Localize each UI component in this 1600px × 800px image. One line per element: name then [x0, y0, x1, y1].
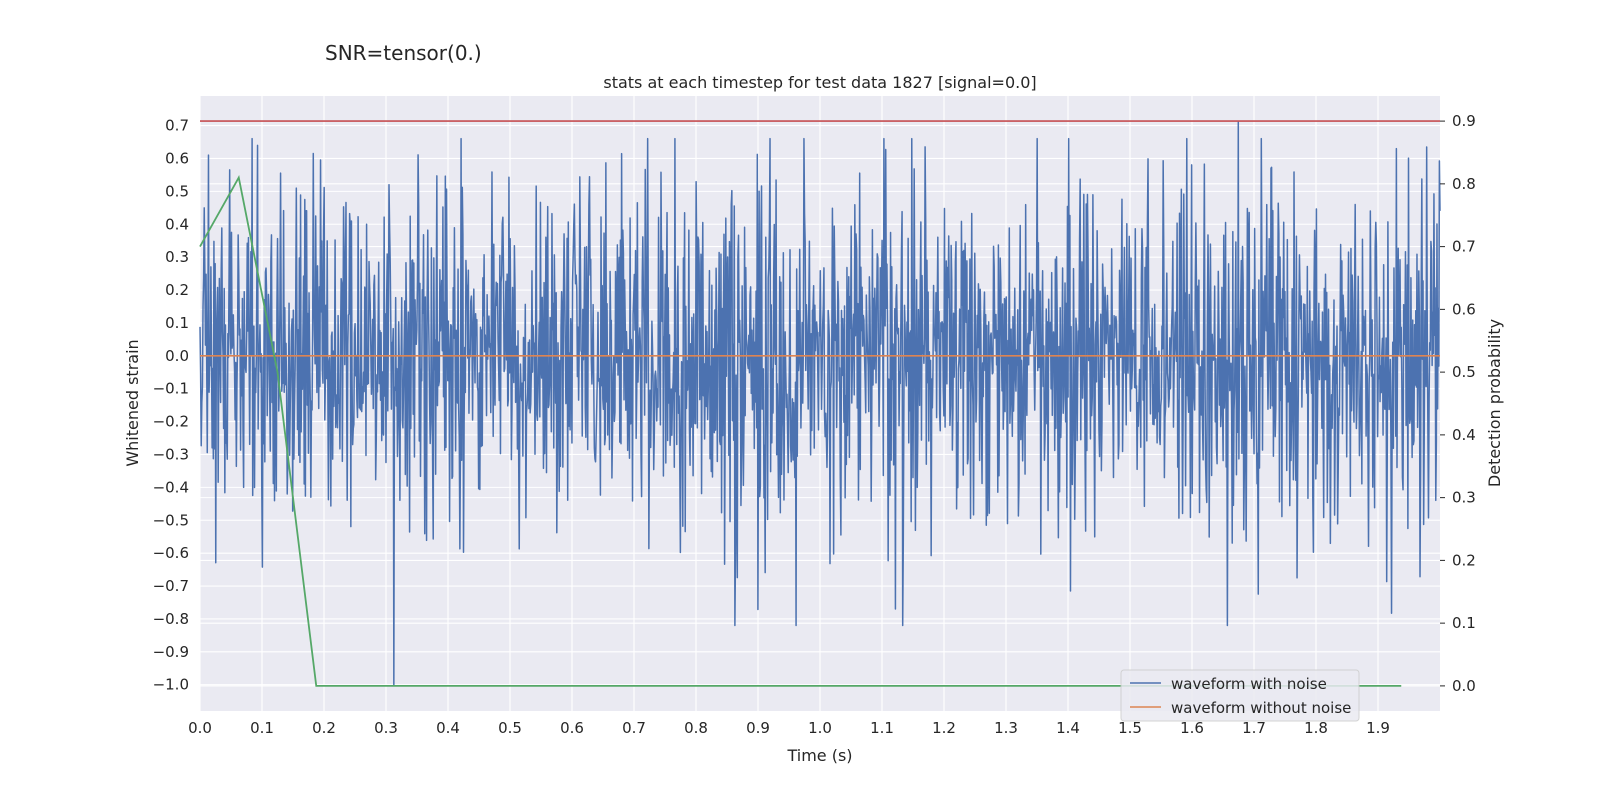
y-tick-label-right: 0.3: [1452, 489, 1476, 507]
y-tick-label-right: 0.7: [1452, 238, 1476, 256]
y-axis-right-ticks: 0.0 0.1 0.2 0.3 0.4 0.5 0.6 0.7 0.8 0.9: [1440, 112, 1476, 695]
series-waveform-with-noise: [199, 121, 1441, 686]
x-tick-label: 1.9: [1366, 719, 1390, 737]
legend-label-waveform-without-noise: waveform without noise: [1171, 699, 1351, 717]
y-tick-label-left: −0.6: [153, 544, 189, 562]
y-tick-label-right: 0.9: [1452, 112, 1476, 130]
y-tick-label-left: −1.0: [153, 676, 189, 694]
x-axis-ticks: 0.0 0.1 0.2 0.3 0.4 0.5 0.6 0.7 0.8 0.9 1.0 1.1 1.2 1…: [188, 719, 1390, 737]
y-tick-label-right: 0.8: [1452, 175, 1476, 193]
y-tick-label-left: 0.5: [165, 182, 189, 200]
x-tick-label: 0.0: [188, 719, 212, 737]
x-tick-label: 0.7: [622, 719, 646, 737]
figure-suptitle: SNR=tensor(0.): [325, 41, 482, 65]
y-tick-label-left: 0.6: [165, 149, 189, 167]
x-tick-label: 0.3: [374, 719, 398, 737]
y-tick-label-right: 0.5: [1452, 363, 1476, 381]
y-tick-label-left: −0.9: [153, 643, 189, 661]
y-tick-label-right: 0.4: [1452, 426, 1476, 444]
x-axis-label: Time (s): [786, 746, 852, 765]
x-tick-label: 0.5: [498, 719, 522, 737]
y-tick-label-left: −0.7: [153, 577, 189, 595]
legend: waveform with noise waveform without noi…: [1120, 669, 1360, 722]
x-tick-label: 0.9: [746, 719, 770, 737]
x-tick-label: 0.4: [436, 719, 460, 737]
y-tick-label-left: −0.3: [153, 445, 189, 463]
y-axis-label-left: Whitened strain: [123, 339, 142, 466]
x-tick-label: 0.6: [560, 719, 584, 737]
y-tick-label-right: 0.1: [1452, 614, 1476, 632]
x-tick-label: 1.5: [1118, 719, 1142, 737]
x-tick-label: 0.2: [312, 719, 336, 737]
x-tick-label: 1.2: [932, 719, 956, 737]
x-tick-label: 1.3: [994, 719, 1018, 737]
y-tick-label-left: 0.7: [165, 117, 189, 135]
line-detection-probability: [199, 175, 1402, 687]
x-tick-label: 0.8: [684, 719, 708, 737]
y-tick-label-left: 0.4: [165, 215, 189, 233]
y-tick-label-left: 0.0: [165, 347, 189, 365]
y-tick-label-left: −0.8: [153, 610, 189, 628]
y-tick-label-right: 0.6: [1452, 300, 1476, 318]
series-detection-probability: [199, 175, 1402, 687]
y-tick-label-right: 0.0: [1452, 677, 1476, 695]
line-waveform-with-noise: [199, 121, 1441, 686]
y-tick-label-left: 0.1: [165, 314, 189, 332]
chart-title: stats at each timestep for test data 182…: [603, 73, 1036, 92]
y-tick-label-right: 0.2: [1452, 551, 1476, 569]
y-tick-label-left: 0.2: [165, 281, 189, 299]
y-axis-left-ticks: −1.0 −0.9 −0.8 −0.7 −0.6 −0.5 −0.4 −0.3 −0.2 −0.1…: [153, 117, 189, 694]
x-tick-label: 1.8: [1304, 719, 1328, 737]
legend-box: [1120, 669, 1360, 722]
x-tick-label: 1.7: [1242, 719, 1266, 737]
y-axis-label-right: Detection probability: [1485, 319, 1504, 487]
y-tick-label-left: 0.3: [165, 248, 189, 266]
x-tick-label: 1.4: [1056, 719, 1080, 737]
y-tick-label-left: −0.2: [153, 413, 189, 431]
y-tick-label-left: −0.5: [153, 511, 189, 529]
x-tick-label: 0.1: [250, 719, 274, 737]
y-tick-label-left: −0.4: [153, 478, 189, 496]
x-tick-label: 1.1: [870, 719, 894, 737]
legend-label-waveform-with-noise: waveform with noise: [1171, 675, 1327, 693]
y-tick-label-left: −0.1: [153, 380, 189, 398]
x-tick-label: 1.6: [1180, 719, 1204, 737]
x-tick-label: 1.0: [808, 719, 832, 737]
